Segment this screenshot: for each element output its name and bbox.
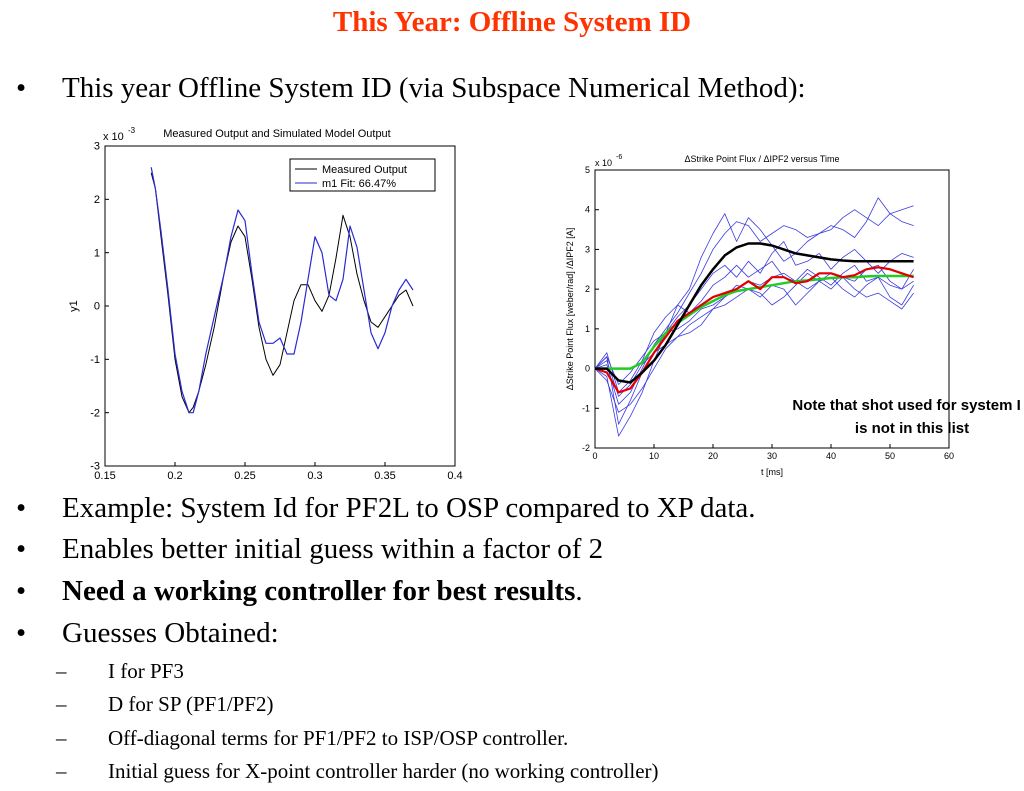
y-tick-label: -1 [90,354,100,366]
y-tick-label: 4 [585,205,590,215]
shot-line [594,241,914,437]
y-axis-label: y1 [68,300,80,312]
bullet-mark: • [16,575,27,607]
x-tick-label: 0.25 [234,470,255,482]
x-tick-label: 10 [649,451,659,461]
bullet-text: Guesses Obtained: [62,617,279,649]
y-multiplier: x 10 [595,158,612,168]
strike-point-flux-chart: ΔStrike Point Flux / ΔIPF2 versus Time x… [565,154,1020,477]
x-tick-label: 60 [944,451,954,461]
measured-vs-model-chart: Measured Output and Simulated Model Outp… [68,126,463,482]
sub-bullet-1: – I for PF3 [56,659,184,684]
bullet-mark: • [16,492,27,524]
series-lines [150,167,414,414]
bullet-2: • Enables better initial guess within a f… [16,533,603,566]
y-tick-label: 3 [585,244,590,254]
chart-title: ΔStrike Point Flux / ΔIPF2 versus Time [684,154,839,164]
bullet-text-bold: Need a working controller for best resul… [62,575,576,607]
y-tick-label: -2 [582,443,590,453]
bullet-mark: • [16,533,27,565]
bullet-4: • Guesses Obtained: [16,617,279,650]
bullet-tail: . [575,575,583,607]
shot-line [594,276,914,397]
red-average-line [594,266,914,394]
y-tick-label: 2 [94,194,100,206]
sub-bullet-text: Initial guess for X-point controller har… [108,759,659,783]
sub-mark: – [56,759,67,783]
bullet-text: Enables better initial guess within a fa… [62,533,604,565]
bullet-3: • Need a working controller for best resu… [16,575,583,608]
y-tick-label: 1 [585,324,590,334]
y-tick-label: -2 [90,407,100,419]
y-tick-label: 1 [94,247,100,259]
intro-text: This year Offline System ID (via Subspac… [62,72,806,104]
bullet-mark: • [16,617,27,649]
y-tick-label: 0 [585,364,590,374]
y-multiplier: x 10 [103,131,124,143]
chart-title: Measured Output and Simulated Model Outp… [163,128,390,140]
bullet-text: Example: System Id for PF2L to OSP compa… [62,492,756,524]
x-tick-label: 50 [885,451,895,461]
x-tick-label: 0 [592,451,597,461]
series-lines [594,197,914,437]
axis-ticks: 0.15 0.2 0.25 0.3 0.35 0.4 3 2 1 0 -1 -2 -3 [90,141,462,482]
plot-frame [104,145,456,467]
x-tick-label: 40 [826,451,836,461]
sub-mark: – [56,692,67,716]
sub-bullet-4: – Initial guess for X-point controller ha… [56,759,659,784]
annotation-line-2: is not in this list [855,420,969,437]
black-model-line [595,242,914,384]
shot-line [594,272,914,413]
legend-box [289,158,436,192]
x-axis-label: t [ms] [761,467,783,477]
x-tick-label: 0.35 [374,470,395,482]
bullet-1: • Example: System Id for PF2L to OSP comp… [16,492,756,525]
legend: Measured Output m1 Fit: 66.47% [289,158,436,192]
legend-measured: Measured Output [322,164,407,176]
sub-bullet-text: D for SP (PF1/PF2) [108,692,274,716]
model-fit-line [150,167,414,414]
y-tick-label: -1 [582,403,590,413]
y-tick-label: 2 [585,284,590,294]
y-tick-label: -3 [90,461,100,473]
y-tick-label: 0 [94,301,100,313]
x-tick-label: 20 [708,451,718,461]
x-tick-label: 0.3 [307,470,322,482]
green-average-line [595,274,914,370]
sub-mark: – [56,726,67,750]
y-exponent: -6 [616,154,622,161]
intro-bullet: • This year Offline System ID (via Subspa… [16,72,806,105]
annotation-line-1: Note that shot used for system ID [792,397,1020,414]
legend-model: m1 Fit: 66.47% [322,178,396,190]
x-tick-label: 0.2 [167,470,182,482]
sub-mark: – [56,659,67,683]
x-tick-label: 0.15 [94,470,115,482]
y-axis-label: ΔStrike Point Flux [weber/rad] /ΔIPF2 [A… [565,228,575,391]
shot-line [594,264,914,385]
sub-bullet-3: – Off-diagonal terms for PF1/PF2 to ISP/O… [56,726,568,751]
y-tick-label: 3 [94,141,100,153]
sub-bullet-text: I for PF3 [108,659,184,683]
x-tick-label: 0.4 [447,470,462,482]
x-tick-label: 30 [767,451,777,461]
sub-bullet-text: Off-diagonal terms for PF1/PF2 to ISP/OS… [108,726,569,750]
slide-title: This Year: Offline System ID [332,6,692,38]
sub-bullet-2: – D for SP (PF1/PF2) [56,692,274,717]
y-tick-label: 5 [585,165,590,175]
y-exponent: -3 [128,126,136,135]
bullet-mark: • [16,72,27,104]
